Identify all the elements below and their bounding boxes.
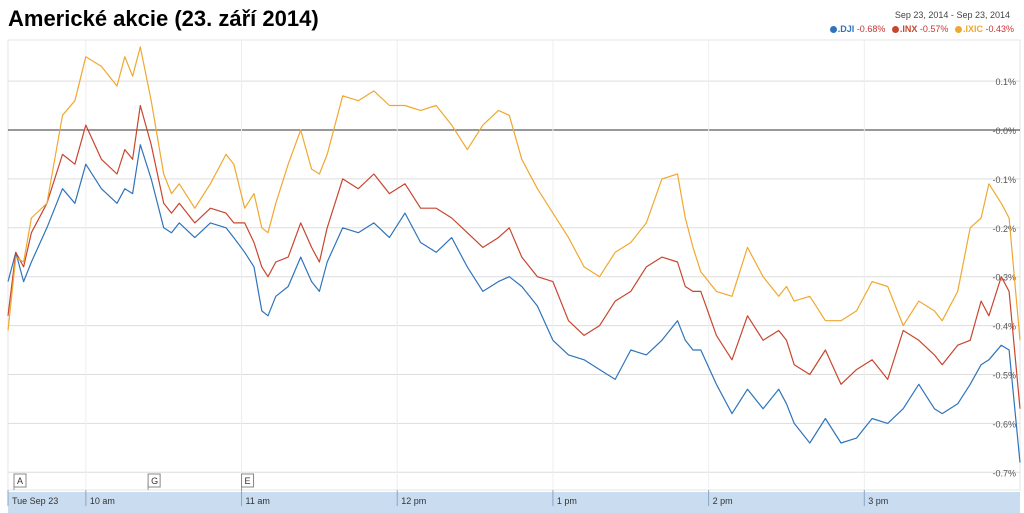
y-tick-label: -0.4% (992, 322, 1016, 332)
chart-title: Americké akcie (23. září 2014) (8, 6, 319, 31)
plot-frame (7, 39, 1021, 491)
annotation-flag (13, 473, 27, 488)
series-line-inx (7, 104, 1021, 409)
legend-change-ixic: -0.43% (985, 24, 1014, 34)
y-tick-label: -0.5% (992, 371, 1016, 381)
legend-dot-inx (891, 26, 899, 34)
legend-dot-dji (829, 26, 837, 34)
y-tick-label: -0.2% (992, 224, 1016, 234)
y-tick-label: -0.3% (992, 273, 1016, 283)
y-tick-label: -0.6% (992, 419, 1016, 429)
y-tick-label: 0.1% (995, 77, 1016, 87)
legend-name-ixic: .IXIC (962, 24, 983, 34)
legend-change-dji: -0.68% (856, 24, 886, 34)
annotation-flag (147, 473, 161, 488)
legend-change-inx: -0.57% (919, 24, 949, 34)
legend-name-inx: .INX (899, 24, 918, 34)
x-tick-label: 12 pm (401, 496, 426, 506)
annotation-label: G (151, 476, 158, 486)
time-axis-bar (8, 492, 1020, 513)
y-tick-label: -0.0% (992, 126, 1016, 136)
y-tick-label: -0.1% (992, 175, 1016, 185)
legend-name-dji: .DJI (837, 24, 855, 34)
date-range[interactable]: Sep 23, 2014 - Sep 23, 2014 (895, 10, 1010, 20)
date-from: Sep 23, 2014 (894, 10, 949, 20)
legend-dot-ixic (954, 26, 962, 34)
x-tick-label: Tue Sep 23 (12, 496, 58, 506)
x-tick-label: 1 pm (557, 496, 577, 506)
series-line-dji (7, 144, 1021, 463)
date-separator: - (950, 10, 954, 20)
legend: .DJI -0.68% .INX -0.57% .IXIC -0.43% (826, 24, 1014, 34)
series-line-ixic (7, 46, 1021, 341)
date-to: Sep 23, 2014 (956, 10, 1010, 20)
y-tick-label: -0.7% (992, 468, 1016, 478)
legend-item-dji[interactable]: .DJI -0.68% (829, 24, 886, 34)
x-tick-label: 11 am (246, 496, 270, 506)
annotation-flag (241, 473, 255, 488)
annotation-label: E (245, 476, 251, 486)
legend-item-inx[interactable]: .INX -0.57% (891, 24, 949, 34)
x-tick-label: 2 pm (713, 496, 733, 506)
x-tick-label: 3 pm (868, 496, 888, 506)
legend-item-ixic[interactable]: .IXIC -0.43% (954, 24, 1014, 34)
annotation-label: A (17, 476, 23, 486)
x-tick-label: 10 am (90, 496, 115, 506)
